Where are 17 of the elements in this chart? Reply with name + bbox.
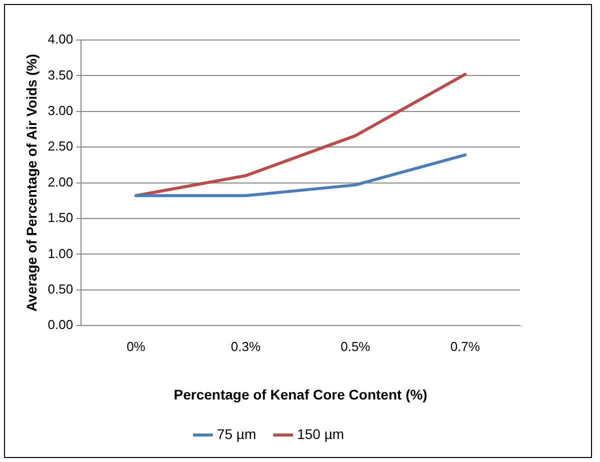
y-tick-label: 0.00	[48, 317, 74, 332]
x-tick-label: 0.7%	[450, 338, 480, 354]
legend-label: 150 µm	[297, 426, 344, 442]
legend-label: 75 µm	[216, 426, 256, 442]
y-tick-label: 0.50	[48, 281, 74, 296]
x-tick-label: 0%	[126, 338, 146, 354]
x-tick-label: 0.3%	[230, 338, 261, 354]
y-tick-label: 4.00	[48, 32, 74, 47]
y-axis-title: Average of Percentage of Air Voids (%)	[23, 54, 40, 312]
x-axis-title: Percentage of Kenaf Core Content (%)	[174, 386, 428, 402]
x-tick-label: 0.5%	[340, 338, 371, 354]
y-tick-label: 1.50	[48, 210, 74, 226]
y-tick-label: 3.50	[48, 67, 74, 82]
y-tick-label: 2.00	[48, 174, 74, 190]
y-tick-label: 2.50	[48, 138, 74, 154]
y-tick-label: 1.00	[48, 246, 74, 261]
y-tick-label: 3.00	[48, 102, 74, 118]
